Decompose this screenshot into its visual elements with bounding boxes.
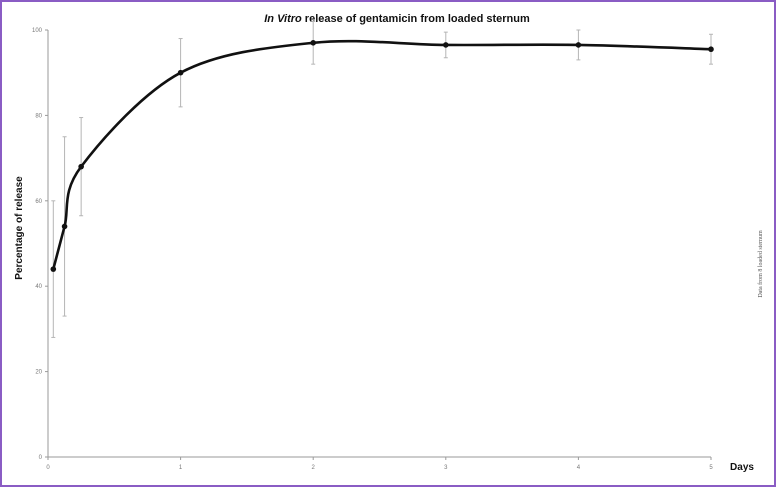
y-tick-label: 100 <box>32 28 43 34</box>
x-tick-label: 2 <box>312 465 316 471</box>
data-point <box>61 223 68 230</box>
x-tick-label: 5 <box>709 465 713 471</box>
y-tick-label: 20 <box>35 370 42 376</box>
chart-title-italic: In Vitro <box>264 13 302 25</box>
y-tick-label: 0 <box>39 455 43 461</box>
data-point <box>443 42 449 48</box>
y-tick-label: 60 <box>35 199 42 205</box>
x-axis-ticks: 0 1 2 3 4 5 <box>46 457 713 471</box>
y-axis-title: Percentage of release <box>14 176 25 280</box>
x-tick-label: 1 <box>179 465 183 471</box>
y-tick-label: 40 <box>35 284 42 290</box>
x-tick-label: 4 <box>577 465 581 471</box>
error-bars <box>51 20 713 338</box>
data-point <box>575 42 582 48</box>
data-point <box>310 40 317 46</box>
data-point <box>177 69 184 76</box>
chart-title: In Vitro release of gentamicin from load… <box>264 13 530 25</box>
x-tick-label: 3 <box>444 465 448 471</box>
x-tick-label: 0 <box>46 465 50 471</box>
series-line <box>52 39 713 271</box>
data-point <box>78 163 84 170</box>
side-note: Data from 8 loaded sternum <box>757 230 764 298</box>
x-axis-title: Days <box>730 462 754 473</box>
y-axis-ticks: 0 20 40 60 80 100 <box>32 28 48 461</box>
data-point <box>708 46 714 53</box>
chart-title-rest: release of gentamicin from loaded sternu… <box>302 13 530 25</box>
data-point <box>50 266 57 272</box>
y-tick-label: 80 <box>35 113 42 119</box>
data-points <box>50 40 714 272</box>
